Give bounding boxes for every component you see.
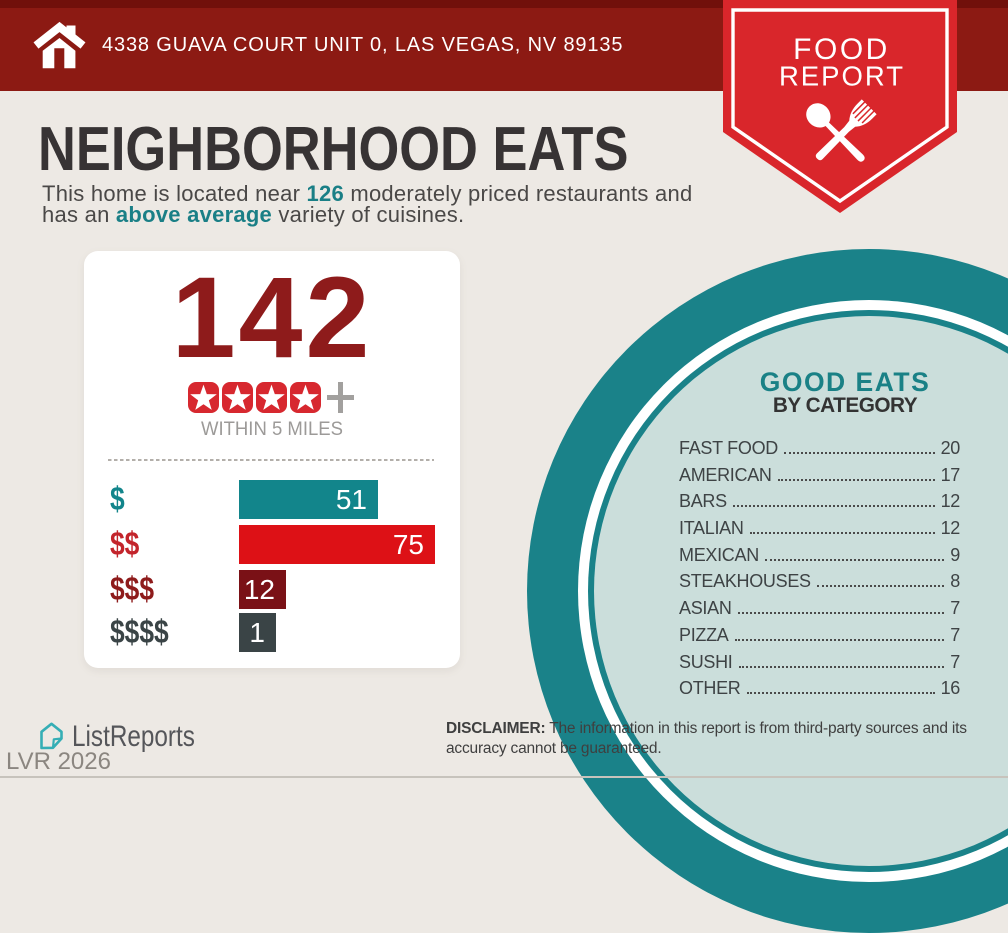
svg-text:FOOD: FOOD — [793, 33, 890, 66]
svg-text:REPORT: REPORT — [779, 61, 905, 92]
